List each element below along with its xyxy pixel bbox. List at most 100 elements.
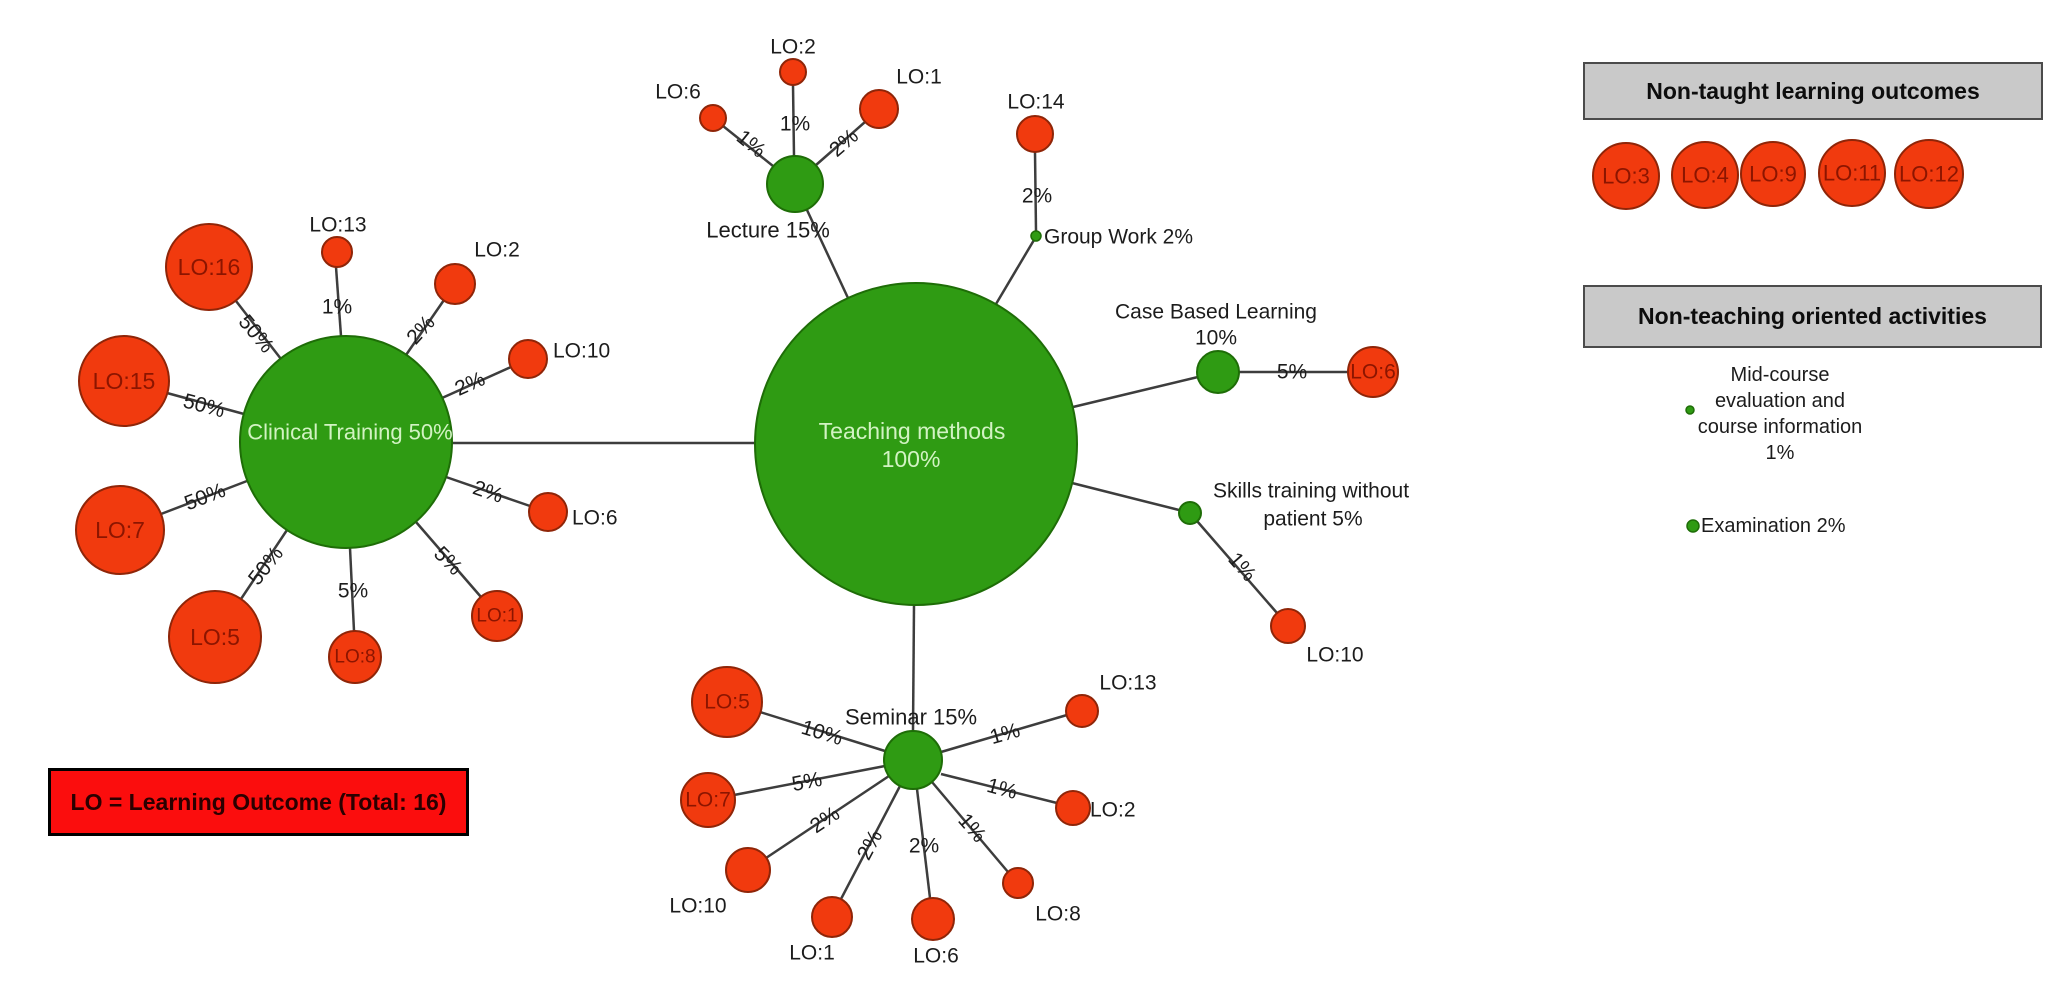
edge-seminar-lo7 (733, 764, 886, 797)
node-cb-lo6 (1347, 346, 1399, 398)
node-sem-lo13 (1065, 694, 1099, 728)
pct-clinical-lo13: 1% (322, 296, 352, 319)
case-based-label-line1: Case Based Learning (1115, 301, 1317, 324)
panel-header-non-taught-learning-outcomes: Non-taught learning outcomes (1583, 62, 2043, 120)
seminar-label: Seminar 15% (845, 705, 977, 730)
examination-text: Examination 2% (1701, 515, 1846, 537)
edge-clinical-lo8 (348, 547, 356, 632)
cl-lo16-label: LO:16 (178, 254, 241, 280)
edge-teaching-skills (1071, 481, 1180, 512)
edge-clinical-lo2 (404, 299, 446, 356)
node-lecture (766, 155, 824, 213)
node-lec-lo2 (779, 58, 807, 86)
cl-lo5-label: LO:5 (190, 624, 240, 650)
lec-lo6-label: LO:6 (655, 81, 701, 104)
pn-lo11-label: LO:11 (1823, 161, 1881, 186)
cl-lo6-label: LO:6 (572, 507, 618, 530)
edge-lecture-lo6 (722, 125, 774, 167)
sem-lo5-label: LO:5 (704, 691, 750, 714)
node-pn-lo3 (1592, 142, 1660, 210)
node-pn-lo4 (1671, 141, 1739, 209)
node-cl-lo16 (165, 223, 253, 311)
sem-lo2-label: LO:2 (1090, 799, 1136, 822)
lec-lo1-label: LO:1 (896, 66, 942, 89)
edge-clinical-lo15 (166, 391, 245, 416)
cl-lo13-label: LO:13 (309, 214, 366, 237)
pn-lo12-label: LO:12 (1899, 162, 1959, 187)
pn-lo9-label: LO:9 (1749, 162, 1797, 187)
edge-clinical-lo6 (445, 475, 531, 508)
edge-clinical-lo1 (415, 521, 482, 598)
edge-clinical-lo5 (239, 529, 289, 600)
node-sem-lo10 (725, 847, 771, 893)
pct-seminar-lo10: 2% (806, 802, 844, 838)
pct-clinical-lo16: 50% (234, 311, 279, 358)
pct-groupwork: 2% (1022, 185, 1052, 208)
legend-box: LO = Learning Outcome (Total: 16) (48, 768, 469, 836)
lec-lo2-label: LO:2 (770, 36, 816, 59)
edge-clinical-lo10 (441, 365, 512, 400)
pct-casebased-lo6: 5% (1277, 361, 1307, 384)
edge-lecture-lo1 (815, 121, 866, 166)
node-cl-lo7 (75, 485, 165, 575)
edge-seminar-lo13 (940, 713, 1068, 754)
pct-lecture-lo6: 1% (732, 126, 770, 163)
cl-lo2-label: LO:2 (474, 239, 520, 262)
cl-lo10-label: LO:10 (553, 340, 610, 363)
pn-lo3-label: LO:3 (1602, 164, 1650, 189)
node-examination-dot (1686, 519, 1700, 533)
node-case-based (1196, 350, 1240, 394)
node-cl-lo8 (328, 630, 382, 684)
node-pn-lo12 (1894, 139, 1964, 209)
sem-lo8-label: LO:8 (1035, 903, 1081, 926)
node-pn-lo11 (1818, 139, 1886, 207)
edge-groupwork-lo14 (1033, 151, 1038, 232)
node-lec-lo1 (859, 89, 899, 129)
pct-seminar-lo1: 2% (853, 826, 888, 864)
edge-teaching-lecture (805, 209, 850, 299)
edge-seminar-lo8 (931, 781, 1009, 873)
cl-lo8-label: LO:8 (334, 647, 375, 668)
node-sem-lo6 (911, 897, 955, 941)
node-cl-lo1 (471, 590, 523, 642)
group-work-label: Group Work 2% (1044, 226, 1193, 249)
node-sem-lo7 (680, 772, 736, 828)
sk-lo10-label: LO:10 (1306, 644, 1363, 667)
edge-skills-lo10 (1196, 520, 1278, 614)
node-cl-lo13 (321, 236, 353, 268)
edge-clinical-lo13 (334, 266, 343, 337)
edge-clinical-lo16 (235, 300, 282, 360)
legend-text: LO = Learning Outcome (Total: 16) (70, 788, 447, 815)
pct-seminar-lo5: 10% (799, 716, 846, 750)
node-sk-lo10 (1270, 608, 1306, 644)
sem-lo7-label: LO:7 (685, 789, 731, 812)
node-pn-lo9 (1740, 141, 1806, 207)
edge-teaching-seminar (911, 604, 916, 732)
cl-lo7-label: LO:7 (95, 517, 145, 543)
node-cl-lo5 (168, 590, 262, 684)
node-cl-lo6 (528, 492, 568, 532)
lo14-label: LO:14 (1007, 91, 1065, 114)
skills-label-line2: patient 5% (1263, 508, 1362, 531)
cb-lo6-label: LO:6 (1350, 361, 1396, 384)
pct-clinical-lo10: 2% (451, 367, 488, 400)
pct-clinical-lo15: 50% (181, 389, 228, 422)
edge-seminar-lo6 (915, 788, 932, 899)
pct-clinical-lo2: 2% (402, 311, 439, 349)
mid-course-evaluation-text: Mid-course evaluation and course informa… (1697, 364, 1863, 464)
teaching-label-line1: Teaching methods (819, 418, 1006, 444)
pct-seminar-lo6: 2% (909, 835, 939, 858)
node-cl-lo15 (78, 335, 170, 427)
pn-lo4-label: LO:4 (1681, 163, 1729, 188)
edge-seminar-lo10 (765, 774, 890, 860)
node-sem-lo8 (1002, 867, 1034, 899)
clinical-label: Clinical Training 50% (247, 420, 452, 445)
node-sem-lo1 (811, 896, 853, 938)
teaching-label-line2: 100% (882, 446, 941, 472)
pct-seminar-lo13: 1% (987, 719, 1023, 749)
node-clinical (239, 335, 453, 549)
node-cl-lo2 (434, 263, 476, 305)
node-mid-course-dot (1685, 405, 1695, 415)
sem-lo13-label: LO:13 (1099, 672, 1156, 695)
